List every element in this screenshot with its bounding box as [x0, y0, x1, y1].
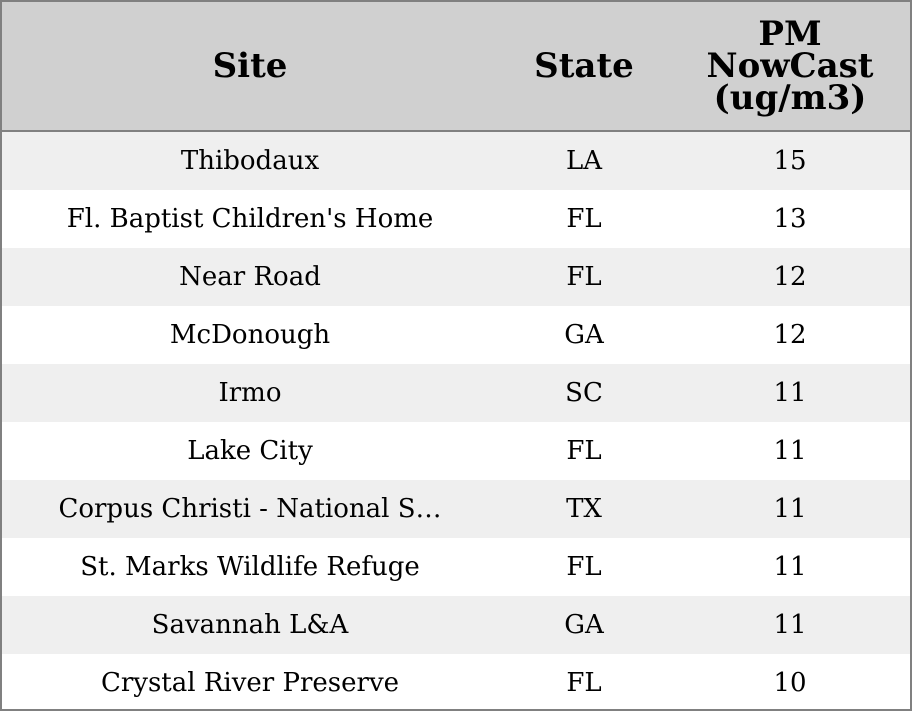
- site-cell: Lake City: [187, 436, 313, 466]
- pm-nowcast-cell: 11: [773, 378, 807, 408]
- pm-nowcast-cell: 11: [773, 436, 807, 466]
- site-cell: Near Road: [179, 262, 321, 292]
- state-cell: FL: [566, 262, 602, 292]
- pm-nowcast-cell: 12: [773, 320, 807, 350]
- table-row: McDonough GA 12: [2, 306, 910, 364]
- column-header-state: State: [534, 46, 634, 86]
- state-cell: TX: [566, 494, 602, 524]
- table-row: Crystal River Preserve FL 10: [2, 654, 910, 712]
- table-row: Thibodaux LA 15: [2, 132, 910, 190]
- table-row: Irmo SC 11: [2, 364, 910, 422]
- state-cell: FL: [566, 552, 602, 582]
- site-cell: St. Marks Wildlife Refuge: [80, 552, 420, 582]
- site-cell: Thibodaux: [180, 146, 320, 176]
- pm-nowcast-cell: 10: [773, 668, 807, 698]
- site-cell: Corpus Christi - National S…: [58, 494, 442, 524]
- pm-nowcast-cell: 11: [773, 552, 807, 582]
- pm-nowcast-cell: 12: [773, 262, 807, 292]
- state-cell: FL: [566, 436, 602, 466]
- site-cell: Irmo: [218, 378, 282, 408]
- pm-nowcast-cell: 11: [773, 610, 807, 640]
- column-header-site: Site: [212, 46, 288, 86]
- site-cell: Crystal River Preserve: [100, 668, 400, 698]
- table-row: Fl. Baptist Children's Home FL 13: [2, 190, 910, 248]
- site-cell: Fl. Baptist Children's Home: [66, 204, 434, 234]
- pm-nowcast-cell: 11: [773, 494, 807, 524]
- table-row: Savannah L&A GA 11: [2, 596, 910, 654]
- state-cell: SC: [565, 378, 603, 408]
- state-cell: LA: [565, 146, 603, 176]
- pm-nowcast-cell: 13: [773, 204, 807, 234]
- pm-nowcast-cell: 15: [773, 146, 807, 176]
- table-row: Corpus Christi - National S… TX 11: [2, 480, 910, 538]
- table-header: Site State PM NowCast (ug/m3): [2, 2, 910, 132]
- site-cell: Savannah L&A: [151, 610, 349, 640]
- site-cell: McDonough: [169, 320, 331, 350]
- state-cell: GA: [564, 610, 604, 640]
- table-row: Near Road FL 12: [2, 248, 910, 306]
- table-row: St. Marks Wildlife Refuge FL 11: [2, 538, 910, 596]
- state-cell: GA: [564, 320, 604, 350]
- state-cell: FL: [566, 204, 602, 234]
- column-header-pm-nowcast: PM NowCast (ug/m3): [706, 14, 874, 118]
- state-cell: FL: [566, 668, 602, 698]
- table-row: Lake City FL 11: [2, 422, 910, 480]
